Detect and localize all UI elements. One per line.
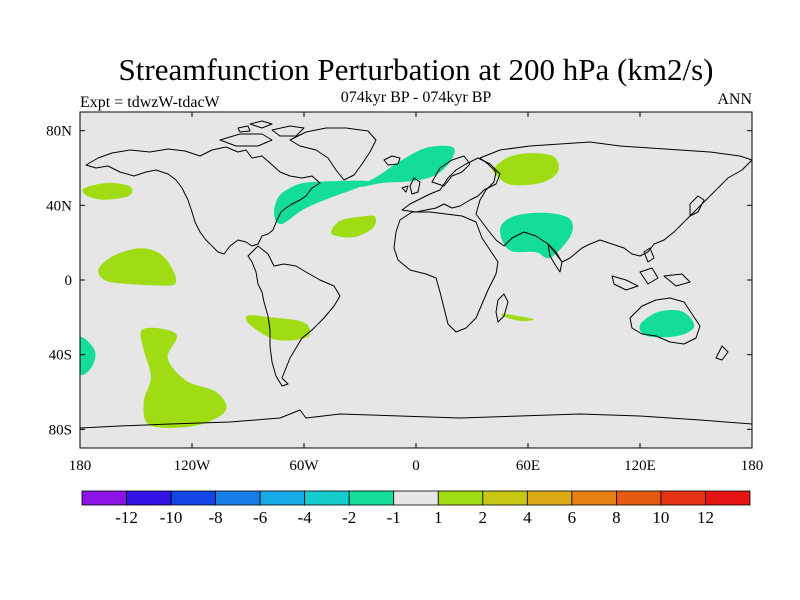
colorbar-label: 2 xyxy=(479,508,488,527)
colorbar-swatch xyxy=(571,490,617,506)
lat-tick-label: 80S xyxy=(49,422,72,438)
coastline-africa xyxy=(393,211,499,333)
coastline-australia xyxy=(629,297,701,345)
coastline-arctic-islands xyxy=(219,120,305,147)
lat-tick-label: 40S xyxy=(49,348,72,364)
anomaly-region-n-atlantic-ridge xyxy=(359,145,455,187)
anomaly-region-n-atlantic-west xyxy=(273,180,370,225)
coastline-madagascar xyxy=(495,293,509,323)
season-label: ANN xyxy=(717,91,752,108)
colorbar-label: -1 xyxy=(387,508,401,527)
colorbar-label: -10 xyxy=(160,508,183,527)
coastline-uk xyxy=(401,177,421,195)
period-label: 074kyr BP - 074kyr BP xyxy=(341,89,492,106)
colorbar-swatch xyxy=(304,490,350,506)
colorbar-swatch xyxy=(705,490,751,506)
colorbar-swatch xyxy=(215,490,261,506)
anomaly-region-madagascar xyxy=(501,313,534,322)
colorbar-label: 6 xyxy=(568,508,577,527)
anomaly-region-tropical-e-pacific xyxy=(98,248,177,286)
coastline-north-america xyxy=(85,146,321,255)
coastline-antarctica xyxy=(80,409,752,448)
colorbar-swatch xyxy=(393,490,439,506)
axis-ticks: 180 120W 60W 0 60E 120E 180 80N 40N 0 40S 80S xyxy=(46,112,763,474)
anomaly-region-south-asia xyxy=(499,212,573,259)
colorbar-label: -4 xyxy=(298,508,313,527)
colorbar-label: -8 xyxy=(209,508,223,527)
coastline-scandinavia xyxy=(431,155,471,187)
colorbar-swatch xyxy=(126,490,172,506)
colorbar-label: 1 xyxy=(434,508,443,527)
figure-title: Streamfunction Perturbation at 200 hPa (… xyxy=(119,52,714,87)
colorbar-swatch xyxy=(526,490,573,506)
coastline-japan xyxy=(689,195,705,217)
coastline-south-america xyxy=(247,245,341,387)
colorbar-swatch xyxy=(348,490,395,506)
anomaly-region-n-pacific xyxy=(82,182,133,200)
colorbar-label: -6 xyxy=(253,508,267,527)
coastline-greenland xyxy=(289,127,377,181)
map-panel: 180 120W 60W 0 60E 120E 180 80N 40N 0 40S 80S xyxy=(46,111,763,474)
anomaly-region-australia xyxy=(639,309,695,338)
colorbar-label: -12 xyxy=(115,508,138,527)
coastline-asia xyxy=(475,141,752,263)
coastline-new-zealand xyxy=(715,345,729,361)
colorbar-swatch xyxy=(81,490,127,506)
colorbar: -12 -10 -8 -6 -4 -2 -1 1 2 4 6 8 10 12 xyxy=(81,490,751,527)
colorbar-label: 4 xyxy=(523,508,532,527)
lon-tick-label: 60E xyxy=(516,458,540,474)
colorbar-swatch xyxy=(660,490,706,506)
lat-tick-label: 0 xyxy=(65,273,73,289)
colorbar-swatch xyxy=(170,490,216,506)
colorbar-swatch xyxy=(616,490,662,506)
anomaly-region-south-america xyxy=(245,315,311,341)
coastline-india xyxy=(547,243,563,273)
colorbar-swatch xyxy=(437,490,484,506)
lat-tick-label: 80N xyxy=(46,124,72,140)
colorbar-label: -2 xyxy=(342,508,356,527)
colorbar-label: 10 xyxy=(652,508,669,527)
experiment-label: Expt = tdwzW-tdacW xyxy=(80,94,221,111)
anomaly-region-s-pacific-south xyxy=(140,327,227,428)
anomaly-region-siberia xyxy=(493,153,559,186)
anomaly-region-s-pacific-west xyxy=(80,337,96,376)
colorbar-swatch xyxy=(482,490,528,506)
colorbar-label: 12 xyxy=(697,508,714,527)
coastlines xyxy=(80,120,752,448)
anomaly-region-subtropical-n-atlantic xyxy=(331,215,377,238)
coastline-indonesia xyxy=(611,247,691,291)
colorbar-label: 8 xyxy=(612,508,621,527)
lon-tick-label: 180 xyxy=(69,458,92,474)
lat-tick-label: 40N xyxy=(46,198,72,214)
lon-tick-label: 180 xyxy=(741,458,764,474)
colorbar-swatch xyxy=(259,490,306,506)
coastline-iceland xyxy=(383,155,401,166)
lon-tick-label: 60W xyxy=(289,458,319,474)
lon-tick-label: 120W xyxy=(174,458,212,474)
anomaly-regions xyxy=(80,145,695,428)
coastline-europe xyxy=(401,157,501,213)
lon-tick-label: 120E xyxy=(624,458,656,474)
lon-tick-label: 0 xyxy=(412,458,420,474)
